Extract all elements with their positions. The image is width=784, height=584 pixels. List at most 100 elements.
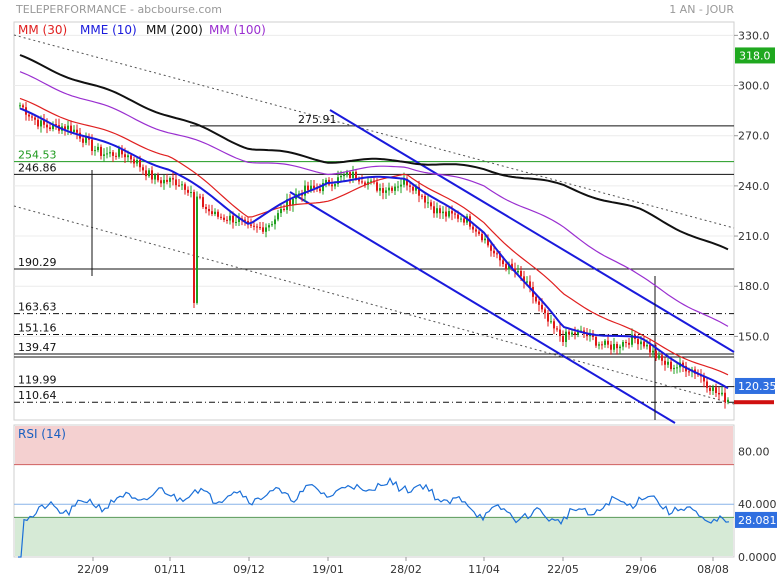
rsi-axis: 80.00 40.000 0.0000 28.081 [735,445,777,564]
candle-body-162 [505,264,507,270]
candle-body-204 [631,334,633,345]
x-tick-label-0: 22/09 [77,563,109,576]
candle-body-136 [427,202,429,204]
candle-body-101 [322,182,324,192]
candle-body-24 [91,139,93,151]
candle-body-114 [361,181,363,183]
candle-body-216 [667,361,669,365]
candle-body-126 [397,186,399,188]
candle-body-5 [34,117,36,120]
candle-body-229 [706,381,708,388]
candle-body-25 [94,150,96,152]
candle-body-197 [610,344,612,350]
candle-body-235 [724,392,726,403]
candle-body-145 [454,213,456,215]
candle-body-77 [250,224,252,226]
candle-body-61 [202,197,204,207]
x-axis: 22/09 01/11 09/12 19/01 28/02 11/04 22/05 29/06… [77,557,729,576]
candle-body-98 [313,185,315,189]
candle-body-178 [553,321,555,329]
candle-body-166 [517,270,519,273]
price-tick-label-1: 300.0 [738,80,770,93]
candle-body-48 [163,179,165,184]
candle-body-82 [265,227,267,232]
candle-body-134 [421,195,423,197]
candle-body-104 [331,184,333,187]
x-tick-label-2: 09/12 [233,563,265,576]
candle-body-33 [118,148,120,157]
candle-body-108 [343,175,345,177]
candle-body-151 [472,226,474,230]
level-254-53-label: 254.53 [18,149,57,162]
rsi-tick-label-2: 0.0000 [738,551,777,564]
candle-body-193 [598,344,600,346]
candle-body-106 [337,177,339,185]
price-tick-label-2: 270.0 [738,130,770,143]
candle-body-228 [703,376,705,382]
candle-body-49 [166,179,168,182]
candle-body-194 [601,344,603,346]
candle-body-138 [433,206,435,214]
price-tick-label-6: 150.0 [738,330,770,343]
candle-body-158 [493,250,495,254]
candle-body-81 [262,227,264,232]
candle-body-196 [607,340,609,345]
candle-body-36 [127,155,129,158]
candle-body-78 [253,225,255,227]
level-275-91-label: 275.91 [298,113,337,126]
mm200-line [19,54,729,251]
price-tick-label-0: 330.0 [738,29,770,42]
candle-body-119 [376,182,378,191]
candle-body-95 [304,185,306,196]
last-price-label: 318.0 [739,49,771,62]
candle-body-164 [511,263,513,269]
candle-body-184 [571,332,573,335]
candle-body-195 [604,340,606,345]
price-tick-label-4: 210.0 [738,230,770,243]
candle-body-212 [655,350,657,359]
candle-body-144 [451,211,453,214]
candle-body-63 [208,209,210,212]
rsi-title: RSI (14) [18,427,66,441]
candle-body-139 [436,208,438,214]
candle-body-210 [649,344,651,353]
candle-body-75 [244,219,246,222]
candle-body-40 [139,160,141,168]
candle-body-123 [388,187,390,191]
candle-body-15 [64,126,66,130]
candle-body-67 [220,216,222,218]
candle-body-137 [430,202,432,207]
rsi-line [18,477,730,558]
candle-body-66 [217,211,219,217]
price-panel-frame [13,21,735,421]
candle-body-153 [478,231,480,234]
candle-body-142 [445,211,447,217]
candle-body-152 [475,229,477,232]
candle-body-175 [544,309,546,314]
candle-body-173 [538,301,540,305]
rsi-tick-label-0: 80.00 [738,445,770,458]
candle-body-146 [457,214,459,219]
candle-body-105 [334,184,336,187]
candle-body-0 [19,105,21,107]
chart-legend: MM (30) MME (10) MM (200) MM (100) [18,23,266,37]
legend-mm100: MM (100) [209,23,266,37]
candle-body-35 [124,154,126,158]
candle-body-199 [616,343,618,349]
mme10-line [19,107,729,390]
candle-body-109 [346,172,348,176]
candle-body-37 [130,155,132,160]
candle-body-120 [379,188,381,191]
candle-body-223 [688,371,690,373]
x-tick-label-1: 01/11 [154,563,186,576]
legend-mm200: MM (200) [146,23,203,37]
candle-body-183 [568,331,570,335]
candle-body-112 [355,171,357,180]
candle-body-203 [628,342,630,345]
candle-body-163 [508,263,510,270]
candle-body-83 [268,225,270,228]
candle-body-100 [319,188,321,192]
candle-body-214 [661,355,663,361]
mm30-line [19,97,729,376]
